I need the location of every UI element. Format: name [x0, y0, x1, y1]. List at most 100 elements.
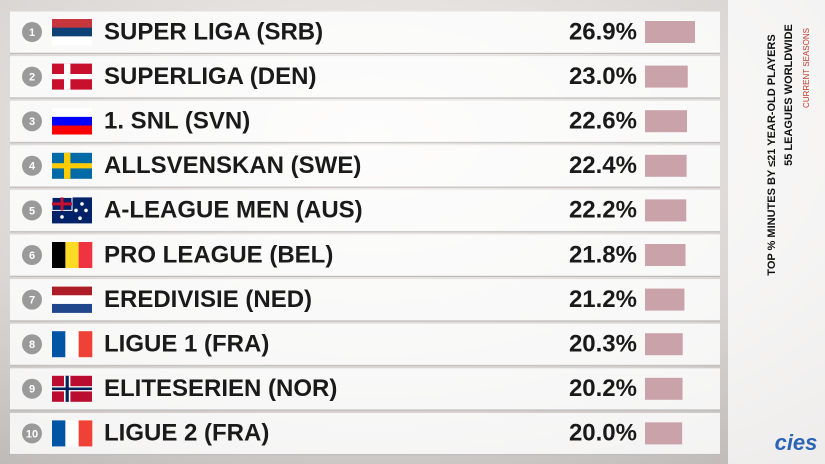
- value-label: 22.2%: [569, 197, 637, 224]
- row: 1 SUPER LIGA (SRB) 26.9%: [10, 11, 720, 54]
- side-panel: [728, 0, 825, 464]
- category-label: A-LEAGUE MEN (AUS): [104, 197, 363, 224]
- bar: [645, 154, 687, 177]
- row: 7 EREDIVISIE (NED) 21.2%: [10, 279, 720, 322]
- row: 3 1. SNL (SVN) 22.6%: [10, 100, 720, 144]
- category-label: ALLSVENSKAN (SWE): [104, 152, 361, 179]
- flag-star: [74, 208, 78, 213]
- row-background: [10, 100, 720, 142]
- rank-badge: [22, 111, 42, 132]
- flag-stripe: [52, 27, 92, 37]
- category-label: PRO LEAGUE (BEL): [104, 241, 333, 268]
- category-label: ELITESERIEN (NOR): [104, 375, 337, 402]
- flag: [51, 196, 92, 224]
- row: 2 SUPERLIGA (DEN) 23.0%: [10, 56, 720, 99]
- value-label: 21.2%: [569, 286, 637, 313]
- bar: [645, 244, 686, 266]
- chart-subtitle: 55 LEAGUES WORLDWIDE: [783, 24, 795, 166]
- flag-stripe: [52, 331, 66, 358]
- row-background: [10, 56, 720, 98]
- rank-badge: [22, 289, 42, 310]
- bar: [645, 377, 683, 400]
- flag: [52, 152, 92, 179]
- value-label: 20.0%: [569, 420, 637, 447]
- flag: [52, 242, 93, 268]
- rank-badge: [22, 334, 42, 355]
- flag: [52, 63, 92, 90]
- value-label: 22.6%: [569, 108, 637, 135]
- bar: [645, 422, 683, 445]
- flag-stripe: [65, 242, 79, 268]
- rank: 4: [29, 161, 36, 173]
- flag-stripe: [65, 420, 79, 447]
- rank: 1: [29, 27, 35, 39]
- rank-badge: [22, 423, 42, 444]
- bar: [645, 65, 688, 88]
- row-background: [10, 279, 720, 321]
- rank: 3: [29, 116, 35, 128]
- value-label: 22.4%: [569, 152, 637, 179]
- rank: 8: [29, 339, 35, 351]
- flag-cross: [52, 163, 92, 169]
- rank-badge: [22, 245, 42, 265]
- chart-title: TOP % MINUTES BY ≤21 YEAR-OLD PLAYERS: [766, 34, 778, 275]
- row-background: [10, 323, 720, 365]
- rank: 10: [26, 428, 38, 440]
- bar: [645, 333, 683, 356]
- flag-stripe: [52, 242, 66, 268]
- flag-union: [52, 202, 72, 206]
- value-label: 20.2%: [569, 375, 637, 402]
- rank-badge: [22, 155, 42, 176]
- category-label: SUPER LIGA (SRB): [104, 18, 323, 45]
- flag-cross: [52, 74, 92, 80]
- flag: [52, 19, 92, 46]
- rank-badge: [22, 378, 42, 399]
- category-label: LIGUE 2 (FRA): [104, 420, 269, 447]
- bar: [645, 110, 688, 133]
- flag-stripe: [78, 331, 93, 358]
- flag: [52, 375, 92, 402]
- category-label: LIGUE 1 (FRA): [104, 331, 269, 358]
- rank-badge: [22, 22, 42, 42]
- rows: 1 SUPER LIGA (SRB) 26.9% 2 SUPERLIGA (DEN) 23…: [10, 11, 720, 456]
- flag-cross: [52, 387, 92, 391]
- category-label: EREDIVISIE (NED): [104, 286, 312, 313]
- row-background: [10, 412, 720, 454]
- row: 9 ELITESERIEN (NOR) 20.2%: [10, 368, 720, 411]
- row: 10 LIGUE 2 (FRA) 20.0%: [10, 412, 720, 456]
- category-label: SUPERLIGA (DEN): [104, 63, 316, 90]
- flag-star: [80, 202, 84, 206]
- note: CURRENT SEASONS: [802, 28, 811, 108]
- row: 4 ALLSVENSKAN (SWE) 22.4%: [10, 145, 720, 188]
- flag-stripe: [52, 303, 92, 313]
- flag-stripe: [78, 242, 93, 268]
- bar: [645, 199, 687, 222]
- rank: 6: [29, 250, 35, 262]
- value-label: 20.3%: [569, 331, 637, 358]
- rank-badge: [22, 66, 42, 87]
- rank: 7: [29, 295, 35, 307]
- flag: [52, 420, 93, 447]
- row: 8 LIGUE 1 (FRA) 20.3%: [10, 323, 720, 367]
- flag-stripe: [52, 36, 92, 46]
- flag-stripe: [52, 108, 92, 118]
- row: 6 PRO LEAGUE (BEL) 21.8%: [10, 234, 720, 277]
- flag-stripe: [52, 420, 66, 447]
- category-label: 1. SNL (SVN): [104, 108, 250, 135]
- flag-star: [60, 215, 64, 219]
- row-background: [10, 189, 720, 231]
- row-background: [10, 368, 720, 410]
- flag-stripe: [52, 116, 92, 126]
- row-background: [10, 11, 720, 53]
- flag-stripe: [78, 420, 93, 447]
- flag: [52, 108, 92, 135]
- bar: [645, 21, 695, 43]
- rank-badge: [22, 200, 42, 221]
- flag-star: [78, 216, 82, 220]
- rank: 2: [29, 72, 35, 84]
- flag: [52, 331, 93, 358]
- row-background: [10, 234, 720, 276]
- flag-stripe: [52, 286, 92, 296]
- flag-stripe: [52, 295, 92, 305]
